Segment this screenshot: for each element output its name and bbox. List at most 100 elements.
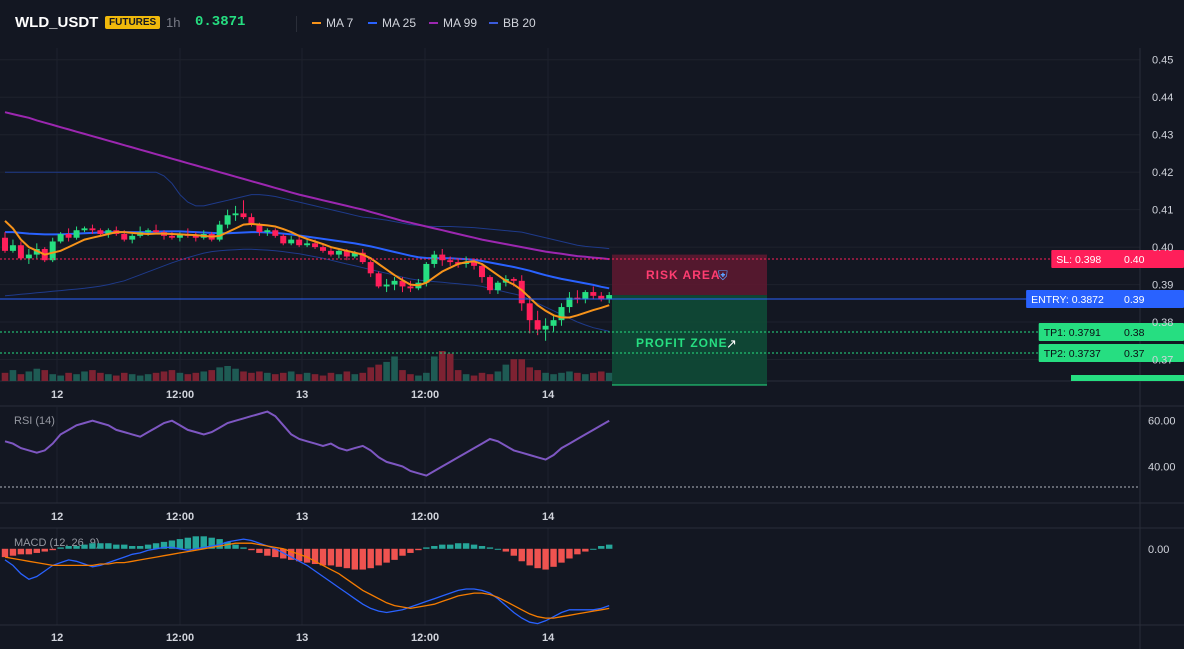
volume-bar <box>65 372 72 381</box>
legend-ma25[interactable]: MA 25 <box>368 16 416 30</box>
candle <box>105 230 112 234</box>
volume-bar <box>510 359 518 381</box>
ma99-line <box>4 111 610 261</box>
candle <box>121 233 128 240</box>
macd-histogram-bar <box>566 548 573 559</box>
annotation-label-3: TP2: 0.3737 <box>1044 348 1101 360</box>
profit-zone-box <box>612 295 767 385</box>
volume-bar <box>192 372 200 381</box>
candle <box>25 254 32 259</box>
annotation-box-0 <box>1051 250 1184 268</box>
candle <box>97 230 104 234</box>
macd-histogram-bar <box>17 548 25 555</box>
price-scale-label-2: 0.38 <box>1124 327 1145 339</box>
candle <box>49 241 56 261</box>
macd-histogram-bar <box>598 546 605 549</box>
candle <box>471 262 478 266</box>
candle <box>216 224 223 240</box>
candle <box>296 239 303 246</box>
macd-histogram-bar <box>1 548 9 558</box>
volume-bar <box>279 372 287 381</box>
x-tick-2-1: 12:00 <box>166 632 194 644</box>
candle <box>351 252 358 257</box>
profit-zone-label: PROFIT ZONE <box>636 336 728 350</box>
rsi-tick-1: 40.00 <box>1148 461 1176 473</box>
macd-histogram-bar <box>121 544 128 549</box>
volume-bar <box>136 375 144 381</box>
x-tick-1-0: 12 <box>51 511 63 523</box>
macd-histogram-bar <box>89 543 96 549</box>
volume-bar <box>176 372 184 381</box>
candle <box>479 265 485 278</box>
volume-bar <box>160 371 168 381</box>
macd-histogram-bar <box>415 548 422 551</box>
macd-histogram-bar <box>399 548 406 556</box>
macd-histogram-bar <box>152 543 160 549</box>
macd-histogram-bar <box>272 548 279 558</box>
legend-ma99[interactable]: MA 99 <box>429 16 477 30</box>
candle <box>534 320 541 330</box>
macd-histogram-bar <box>256 548 263 553</box>
legend-label-ma25: MA 25 <box>382 16 417 30</box>
candle <box>343 250 350 257</box>
candle <box>176 233 183 238</box>
candle <box>168 235 175 238</box>
candle <box>526 303 533 321</box>
volume-bar <box>375 364 382 381</box>
legend-ma7[interactable]: MA 7 <box>312 16 353 30</box>
volume-bar <box>470 375 478 381</box>
candle <box>335 250 342 255</box>
macd-histogram-bar <box>73 546 80 549</box>
x-tick-1-1: 12:00 <box>166 511 194 523</box>
legend-swatch-ma7 <box>312 22 321 24</box>
volume-bar <box>574 372 581 381</box>
price-tick-4: 0.41 <box>1152 205 1173 217</box>
macd-histogram-bar <box>391 548 398 560</box>
macd-histogram-bar <box>383 548 390 563</box>
volume-bar <box>168 370 176 381</box>
candle <box>240 213 247 218</box>
candle <box>65 233 72 238</box>
candle <box>327 250 334 255</box>
macd-histogram-bar <box>113 544 120 549</box>
macd-histogram-bar <box>407 548 414 553</box>
volume-bar <box>49 374 56 381</box>
volume-bar <box>25 371 33 381</box>
candle <box>272 230 279 236</box>
volume-bar <box>224 366 231 381</box>
macd-histogram-bar <box>9 548 17 556</box>
macd-histogram-bar <box>359 548 366 570</box>
macd-histogram-bar <box>343 548 351 569</box>
macd-histogram-bar <box>423 547 430 549</box>
candle <box>582 292 589 300</box>
macd-histogram-bar <box>447 544 454 549</box>
legend-bb20[interactable]: BB 20 <box>489 16 536 30</box>
legend-swatch-bb20 <box>489 22 498 24</box>
candle <box>383 284 390 287</box>
candle <box>81 228 88 231</box>
macd-histogram-bar <box>248 548 255 551</box>
price-tick-2: 0.43 <box>1152 130 1173 142</box>
rsi-title: RSI (14) <box>14 415 55 427</box>
legend-label-bb20: BB 20 <box>503 16 536 30</box>
volume-bar <box>359 372 367 381</box>
volume-bar <box>502 364 510 381</box>
candle <box>566 297 573 308</box>
macd-histogram-bar <box>232 544 239 549</box>
candle <box>510 278 517 281</box>
macd-histogram-bar <box>335 548 343 567</box>
symbol-name[interactable]: WLD_USDT <box>15 14 99 31</box>
candle <box>17 245 24 259</box>
annotation-label-0: SL: 0.398 <box>1056 254 1101 266</box>
candle <box>89 228 96 231</box>
x-tick-1-4: 14 <box>542 511 555 523</box>
timeframe-label[interactable]: 1h <box>166 15 181 30</box>
volume-bar <box>184 374 192 381</box>
last-price: 0.3871 <box>195 14 246 30</box>
volume-bar <box>264 372 271 381</box>
volume-bar <box>120 372 128 381</box>
rocket-icon: ↗ <box>726 336 737 351</box>
macd-signal-line <box>4 542 610 619</box>
macd-histogram-bar <box>97 543 104 549</box>
